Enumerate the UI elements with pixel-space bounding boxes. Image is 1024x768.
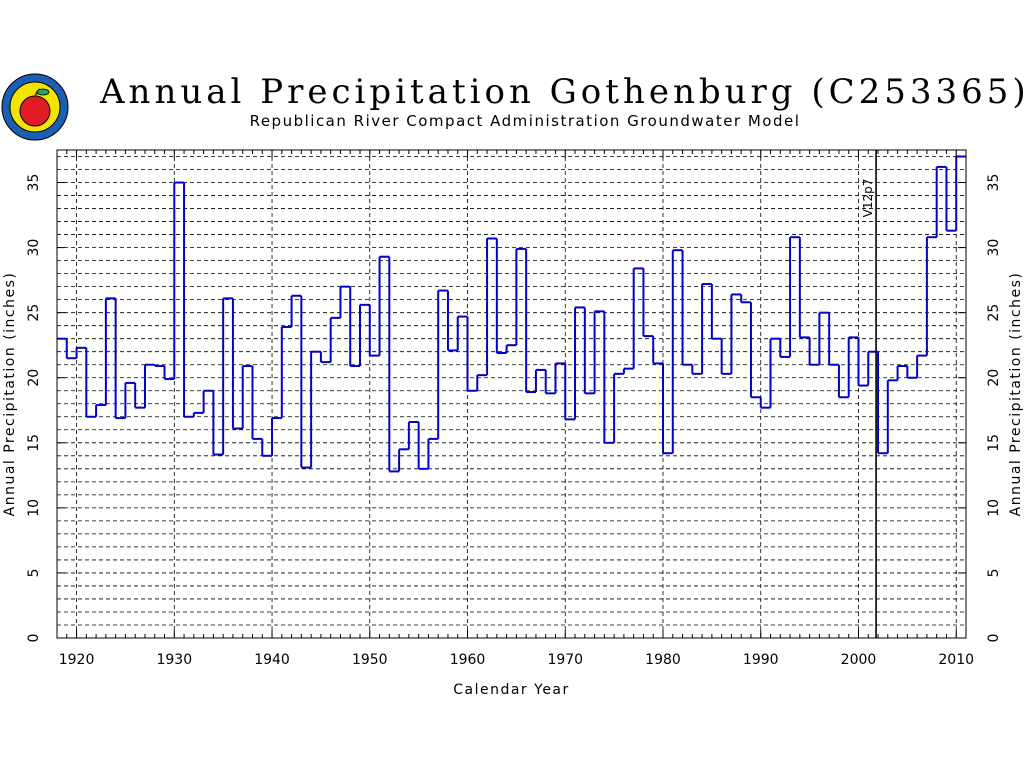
y-tick-label-left: 35 xyxy=(26,174,42,192)
x-tick-label: 1950 xyxy=(352,652,388,668)
y-tick-label-right: 10 xyxy=(986,499,1002,517)
y-tick-label-right: 25 xyxy=(986,304,1002,322)
grid xyxy=(57,150,966,638)
y-tick-label-right: 5 xyxy=(986,568,1002,577)
y-tick-label-right: 0 xyxy=(986,634,1002,643)
y-tick-label-left: 30 xyxy=(26,239,42,257)
x-tick-label: 1970 xyxy=(547,652,583,668)
chart-subtitle: Republican River Compact Administration … xyxy=(249,112,801,130)
x-tick-label: 1980 xyxy=(645,652,681,668)
y-tick-label-left: 0 xyxy=(26,634,42,643)
y-tick-label-left: 25 xyxy=(26,304,42,322)
y-tick-label-left: 10 xyxy=(26,499,42,517)
x-tick-label: 2000 xyxy=(841,652,877,668)
x-tick-label: 2010 xyxy=(938,652,974,668)
y-tick-label-right: 20 xyxy=(986,369,1002,387)
plot-frame xyxy=(56,149,967,639)
y-tick-label-right: 15 xyxy=(986,434,1002,452)
tick-layer: 1920 1930 1940 1950 1960 1970 1980 1990 2000 2010… xyxy=(26,150,1002,668)
version-annotation: V12p7 xyxy=(861,179,875,218)
apple-logo-seal xyxy=(1,73,69,141)
series-layer xyxy=(57,155,966,473)
y-tick-label-right: 30 xyxy=(986,239,1002,257)
y-tick-label-right: 35 xyxy=(986,174,1002,192)
x-tick-label: 1920 xyxy=(59,652,95,668)
x-tick-label: 1940 xyxy=(254,652,290,668)
y-tick-label-left: 5 xyxy=(26,568,42,577)
x-tick-label: 1930 xyxy=(156,652,192,668)
y-tick-label-left: 15 xyxy=(26,434,42,452)
y-axis-label-left: Annual Precipitation (inches) xyxy=(2,272,18,517)
x-tick-label: 1960 xyxy=(450,652,486,668)
y-tick-label-left: 20 xyxy=(26,369,42,387)
chart-title: Annual Precipitation Gothenburg (C253365… xyxy=(100,72,1024,112)
y-axis-label-right: Annual Precipitation (inches) xyxy=(1008,272,1024,517)
x-axis-label: Calendar Year xyxy=(453,682,570,698)
x-tick-label: 1990 xyxy=(743,652,779,668)
